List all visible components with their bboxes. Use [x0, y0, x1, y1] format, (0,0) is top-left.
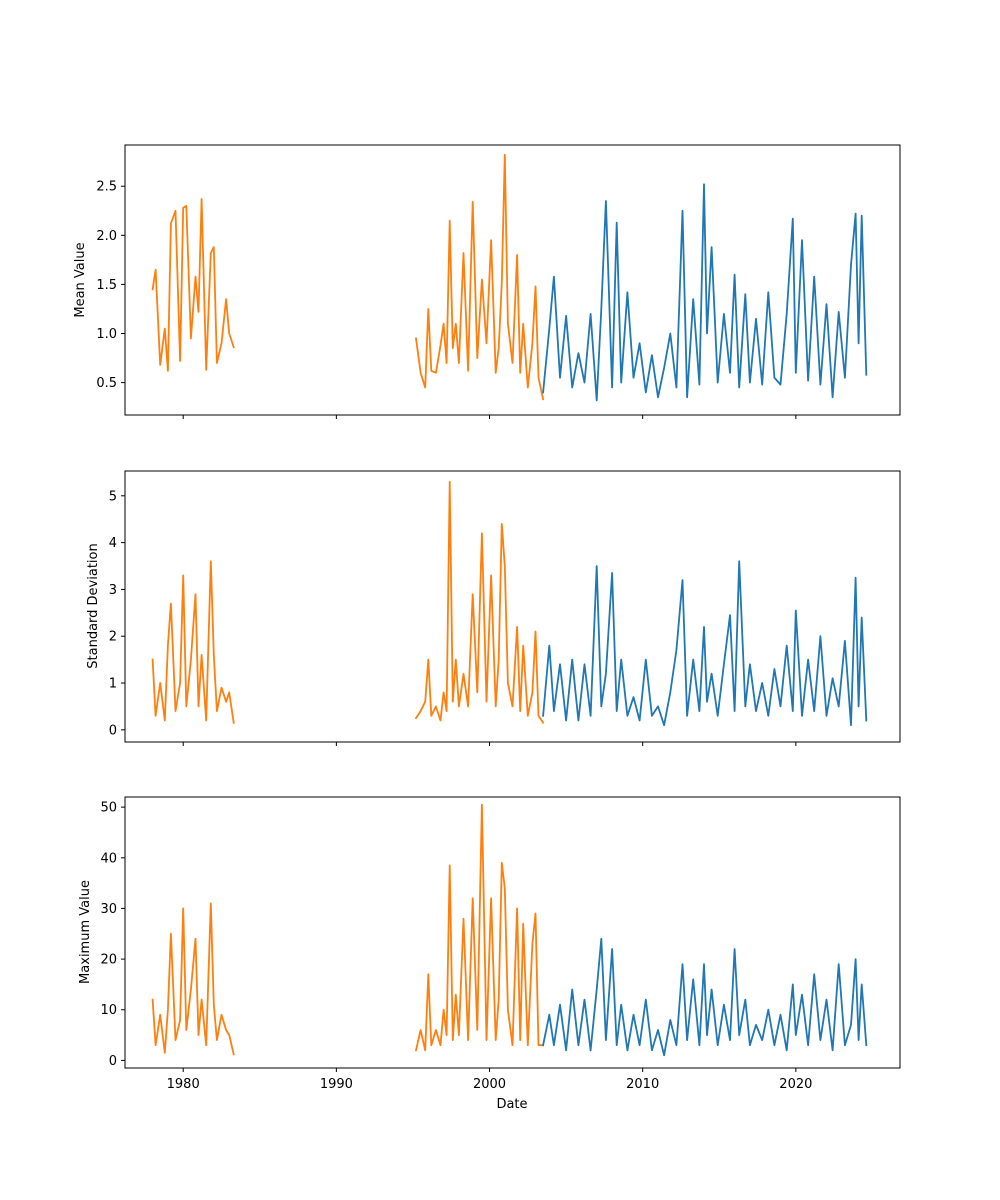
x-axis-label: Date — [496, 1097, 527, 1112]
subplot-mean-value: 0.5 1.0 1.5 2.0 2.5 Mean Value — [73, 144, 901, 419]
y-tick-label: 1.5 — [96, 278, 117, 293]
series-line-recent — [542, 183, 868, 402]
series-line-historical — [414, 153, 545, 401]
x-tick-label: 2020 — [779, 1077, 812, 1092]
x-ticks: 1980 1990 2000 2010 2020 — [167, 1068, 812, 1092]
series-line-historical — [151, 902, 235, 1056]
x-tick-label: 1980 — [167, 1077, 200, 1092]
y-tick-label: 2.0 — [96, 229, 117, 244]
axes-frame — [124, 144, 901, 416]
series-line-historical — [414, 480, 545, 725]
y-tick-label: 0.5 — [96, 376, 117, 391]
y-axis-label: Standard Deviation — [86, 543, 101, 668]
x-ticks — [182, 742, 797, 746]
axes-frame — [124, 470, 901, 743]
y-axis-label: Mean Value — [73, 242, 88, 317]
y-ticks: 0.5 1.0 1.5 2.0 2.5 — [96, 180, 125, 391]
series-line-historical — [414, 803, 544, 1052]
series-line-historical — [151, 560, 235, 724]
x-tick-label: 2010 — [626, 1077, 659, 1092]
y-ticks: 0 1 2 3 4 5 — [109, 489, 125, 738]
y-tick-label: 20 — [100, 953, 117, 968]
series-layer — [151, 480, 868, 727]
y-tick-label: 0 — [109, 1054, 117, 1069]
y-tick-label: 2.5 — [96, 180, 117, 195]
subplot-standard-deviation: 0 1 2 3 4 5 Standard Deviation — [86, 470, 901, 746]
y-tick-label: 4 — [109, 536, 117, 551]
y-ticks: 0 10 20 30 40 50 — [100, 801, 125, 1069]
y-tick-label: 10 — [100, 1003, 117, 1018]
axes-frame — [124, 796, 901, 1069]
y-axis-label: Maximum Value — [78, 880, 93, 984]
y-tick-label: 50 — [100, 801, 117, 816]
y-tick-label: 0 — [109, 723, 117, 738]
series-line-historical — [151, 198, 235, 372]
y-tick-label: 30 — [100, 902, 117, 917]
y-tick-label: 3 — [109, 583, 117, 598]
y-tick-label: 5 — [109, 489, 117, 504]
series-line-recent — [542, 560, 868, 727]
y-tick-label: 1.0 — [96, 327, 117, 342]
subplot-maximum-value: 0 10 20 30 40 50 1980 1990 2000 2010 2020 Maximum… — [78, 796, 901, 1092]
x-ticks — [182, 415, 797, 419]
y-tick-label: 1 — [109, 677, 117, 692]
y-tick-label: 40 — [100, 851, 117, 866]
series-line-recent — [542, 937, 868, 1057]
x-tick-label: 2000 — [473, 1077, 506, 1092]
y-tick-label: 2 — [109, 630, 117, 645]
x-tick-label: 1990 — [320, 1077, 353, 1092]
series-layer — [151, 153, 868, 402]
series-layer — [151, 803, 868, 1057]
